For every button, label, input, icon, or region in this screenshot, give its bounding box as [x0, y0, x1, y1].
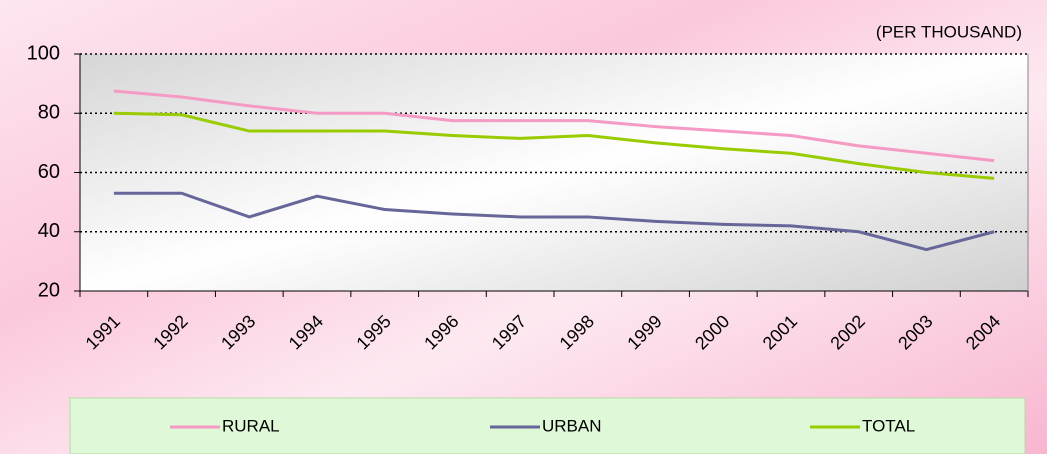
legend-label: TOTAL — [862, 416, 915, 435]
y-tick-label: 20 — [38, 279, 60, 301]
legend-label: URBAN — [542, 416, 602, 435]
y-tick-label: 40 — [38, 220, 60, 242]
y-tick-label: 100 — [27, 42, 60, 64]
y-tick-label: 80 — [38, 102, 60, 124]
series-line — [113, 89, 995, 163]
y-tick-label: 60 — [38, 161, 60, 183]
unit-label: (PER THOUSAND) — [876, 22, 1022, 41]
series-line — [113, 191, 995, 252]
legend-label: RURAL — [222, 416, 280, 435]
series-line — [113, 111, 995, 180]
